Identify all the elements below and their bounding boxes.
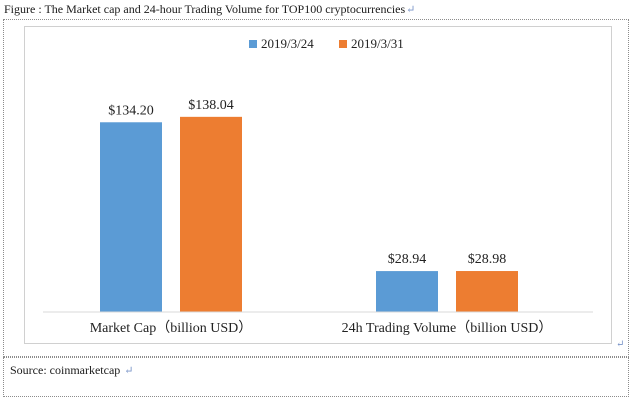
chart-frame: 2019/3/24 2019/3/31 $134.20 $138.04 Market C… xyxy=(24,26,612,344)
caption-text: Figure : The Market cap and 24-hour Trad… xyxy=(4,2,406,16)
legend-swatch-2 xyxy=(339,40,347,48)
bar-market-cap-2 xyxy=(180,116,242,312)
data-label-market-cap-2: $138.04 xyxy=(188,98,234,113)
category-label-market-cap: Market Cap（billion USD） xyxy=(90,320,253,336)
bar-trading-volume-1 xyxy=(376,271,438,312)
source-box xyxy=(3,357,629,397)
legend-label-1: 2019/3/24 xyxy=(261,36,314,51)
bar-market-cap-1 xyxy=(100,122,162,312)
category-label-trading-volume: 24h Trading Volume（billion USD） xyxy=(342,320,553,336)
data-label-trading-volume-1: $28.94 xyxy=(388,252,427,267)
legend-swatch-1 xyxy=(249,40,257,48)
source-line: Source: coinmarketcap ↵ xyxy=(10,363,134,378)
figure-caption: Figure : The Market cap and 24-hour Trad… xyxy=(4,2,415,17)
cell-end-mark-icon: ↵ xyxy=(616,339,625,350)
paragraph-mark-icon: ↵ xyxy=(406,4,416,16)
source-text: Source: coinmarketcap xyxy=(10,363,121,377)
figure-box xyxy=(3,19,629,357)
data-label-market-cap-1: $134.20 xyxy=(108,103,154,118)
bar-trading-volume-2 xyxy=(456,271,518,312)
legend-label-2: 2019/3/31 xyxy=(351,36,404,51)
bar-chart: 2019/3/24 2019/3/31 $134.20 $138.04 Market C… xyxy=(43,36,593,336)
data-label-trading-volume-2: $28.98 xyxy=(468,252,507,267)
paragraph-mark-icon: ↵ xyxy=(124,365,134,377)
